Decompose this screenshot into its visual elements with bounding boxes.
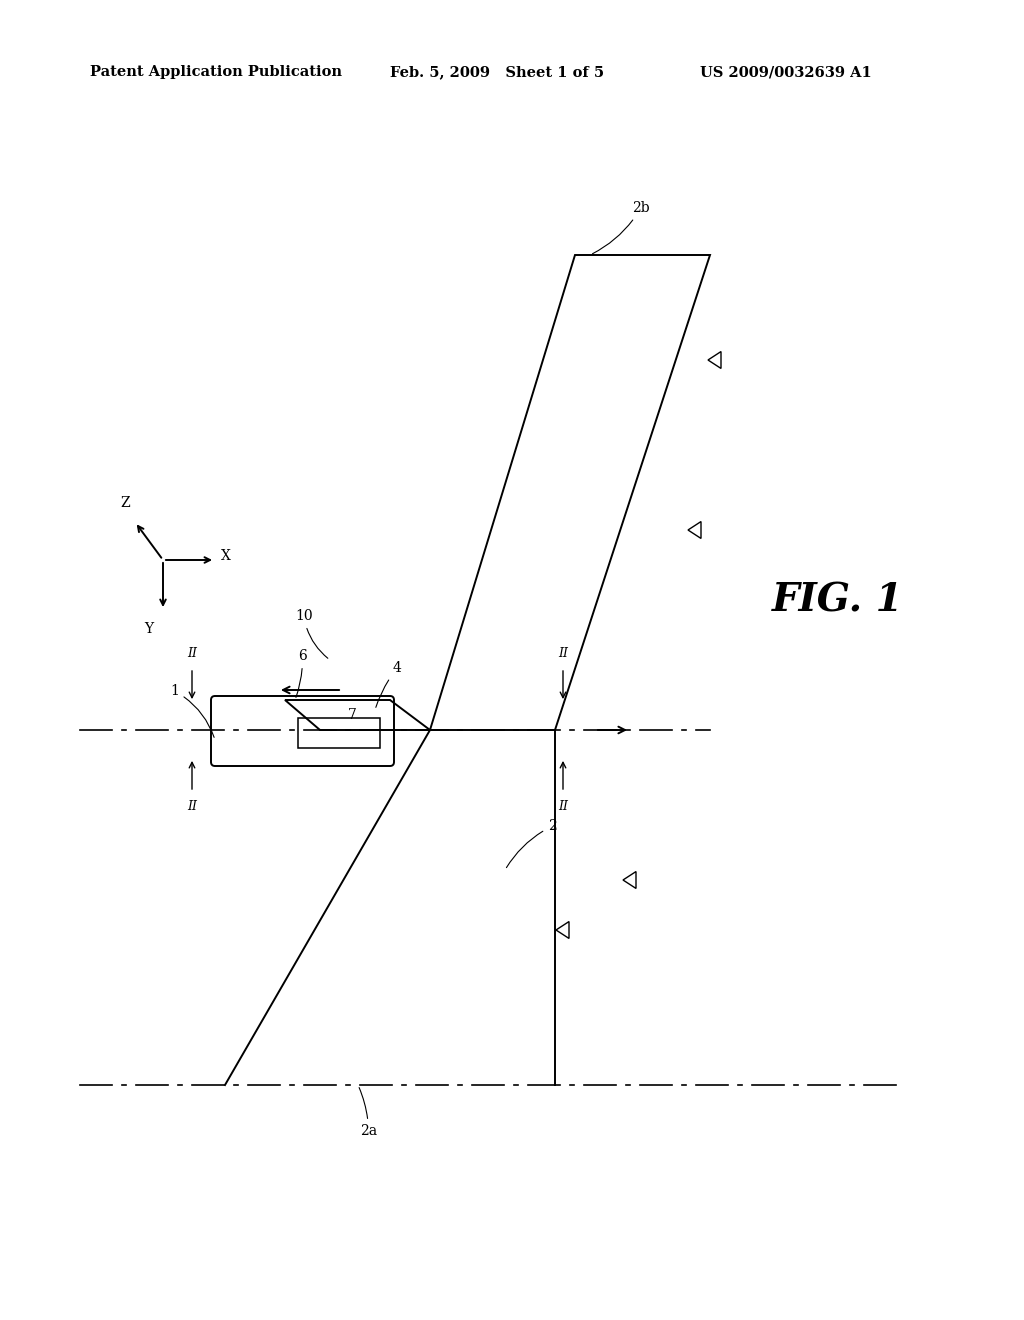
Text: 4: 4 xyxy=(376,661,401,708)
Text: Patent Application Publication: Patent Application Publication xyxy=(90,65,342,79)
Text: 10: 10 xyxy=(295,609,328,659)
Text: 2b: 2b xyxy=(593,201,649,253)
Text: II: II xyxy=(187,800,197,813)
Text: II: II xyxy=(187,647,197,660)
Text: Y: Y xyxy=(144,622,154,636)
Text: II: II xyxy=(558,647,568,660)
Text: X: X xyxy=(221,549,230,564)
Text: II: II xyxy=(558,800,568,813)
Text: Feb. 5, 2009   Sheet 1 of 5: Feb. 5, 2009 Sheet 1 of 5 xyxy=(390,65,604,79)
Text: 7: 7 xyxy=(348,708,357,722)
Text: Z: Z xyxy=(120,496,130,510)
Text: 6: 6 xyxy=(296,649,307,697)
Text: 1: 1 xyxy=(170,684,214,738)
Text: 2: 2 xyxy=(507,818,557,867)
Text: 2a: 2a xyxy=(359,1088,377,1138)
Bar xyxy=(298,718,380,748)
Text: FIG. 1: FIG. 1 xyxy=(772,581,904,619)
Text: US 2009/0032639 A1: US 2009/0032639 A1 xyxy=(700,65,871,79)
